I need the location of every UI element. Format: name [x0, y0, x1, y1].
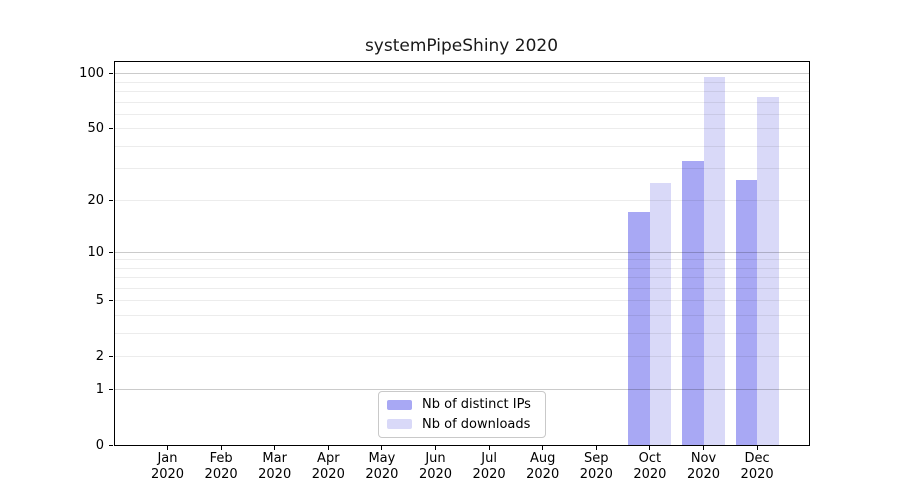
legend: Nb of distinct IPs Nb of downloads	[378, 391, 546, 438]
chart-title: systemPipeShiny 2020	[364, 36, 559, 56]
x-tick-year: 2020	[686, 466, 721, 482]
legend-entry-downloads: Nb of downloads	[387, 415, 537, 435]
minor-gridline	[114, 259, 809, 261]
minor-gridline	[114, 267, 809, 269]
y-tick-mark	[108, 128, 113, 130]
x-tick-month: Jul	[481, 451, 497, 466]
minor-gridline	[114, 128, 809, 130]
x-tick-month: Jun	[425, 451, 446, 466]
x-tick-month: Jan	[157, 451, 178, 466]
x-tick-mark	[542, 445, 544, 450]
x-tick-mark	[703, 445, 704, 450]
y-tick-mark	[108, 300, 113, 302]
legend-swatch-downloads	[387, 419, 412, 430]
x-tick-mark	[381, 445, 383, 450]
minor-gridline	[114, 81, 809, 83]
x-tick-year: 2020	[204, 466, 238, 482]
x-tick-month: Nov	[690, 451, 717, 466]
x-tick-label: Sep 2020	[564, 451, 628, 482]
x-tick-mark	[488, 445, 490, 450]
x-tick-month: Apr	[317, 451, 340, 466]
y-tick-mark	[108, 199, 113, 201]
minor-gridline	[114, 113, 809, 115]
minor-gridline	[114, 199, 809, 201]
minor-gridline	[114, 145, 809, 147]
y-tick-mark	[108, 388, 113, 390]
x-tick-year: 2020	[311, 466, 345, 482]
y-tick-label: 5	[95, 293, 104, 309]
y-tick-label: 1	[95, 381, 104, 397]
x-tick-label: Oct 2020	[618, 451, 682, 482]
x-tick-year: 2020	[150, 466, 185, 482]
bar-dec-downloads	[757, 96, 779, 445]
legend-swatch-distinct-ips	[387, 399, 412, 410]
x-tick-year: 2020	[418, 466, 453, 482]
x-tick-label: Aug 2020	[511, 451, 575, 482]
bar-oct-downloads	[649, 182, 672, 445]
minor-gridline	[114, 277, 809, 279]
x-tick-mark	[435, 445, 436, 450]
minor-gridline	[114, 101, 809, 103]
x-tick-mark	[649, 445, 651, 450]
x-tick-label: May 2020	[350, 451, 414, 482]
x-tick-year: 2020	[740, 466, 774, 482]
legend-label-distinct-ips: Nb of distinct IPs	[422, 397, 531, 413]
x-tick-label: Jun 2020	[404, 451, 468, 482]
x-tick-mark	[327, 445, 329, 450]
minor-gridline	[114, 90, 809, 92]
minor-gridline	[114, 315, 809, 316]
x-tick-label: Dec 2020	[725, 451, 789, 482]
y-tick-mark	[108, 251, 113, 253]
x-tick-month: Sep	[584, 451, 609, 466]
x-tick-mark	[220, 445, 222, 450]
x-tick-mark	[756, 445, 758, 450]
y-tick-label: 2	[95, 349, 104, 365]
minor-gridline	[114, 300, 809, 302]
x-tick-year: 2020	[526, 466, 560, 482]
y-tick-label: 50	[87, 121, 104, 137]
legend-entry-distinct-ips: Nb of distinct IPs	[387, 395, 537, 415]
x-tick-mark	[595, 445, 597, 450]
x-tick-month: Dec	[744, 451, 770, 466]
minor-gridline	[114, 356, 809, 358]
y-tick-mark	[108, 73, 113, 75]
x-tick-label: Nov 2020	[672, 451, 736, 482]
y-tick-label: 100	[79, 66, 104, 82]
minor-gridline	[114, 287, 809, 289]
x-tick-month: Feb	[209, 451, 233, 466]
x-tick-mark	[274, 445, 276, 450]
x-tick-month: May	[368, 451, 396, 466]
y-tick-label: 10	[87, 244, 104, 260]
minor-gridline	[114, 332, 809, 334]
x-tick-label: Jan 2020	[136, 451, 200, 482]
x-tick-year: 2020	[365, 466, 399, 482]
minor-gridline	[114, 168, 809, 170]
x-tick-label: Jul 2020	[457, 451, 521, 482]
bar-dec-distinct-ips	[735, 179, 758, 445]
x-tick-label: Apr 2020	[296, 451, 360, 482]
x-tick-year: 2020	[258, 466, 292, 482]
bar-nov-downloads	[703, 76, 725, 445]
x-tick-month: Mar	[262, 451, 287, 466]
y-tick-label: 0	[95, 437, 104, 453]
y-tick-mark	[108, 356, 113, 358]
x-tick-month: Oct	[638, 451, 662, 466]
x-tick-year: 2020	[579, 466, 613, 482]
x-tick-year: 2020	[472, 466, 506, 482]
bar-nov-distinct-ips	[682, 161, 704, 445]
y-tick-label: 20	[87, 192, 104, 208]
x-tick-label: Mar 2020	[243, 451, 307, 482]
legend-label-downloads: Nb of downloads	[422, 416, 531, 432]
major-gridline	[114, 251, 809, 253]
major-gridline	[114, 388, 809, 390]
major-gridline	[114, 73, 809, 75]
x-tick-month: Aug	[529, 451, 556, 466]
x-tick-label: Feb 2020	[189, 451, 253, 482]
bar-oct-distinct-ips	[628, 212, 650, 445]
x-tick-mark	[167, 445, 168, 450]
x-tick-year: 2020	[633, 466, 667, 482]
y-tick-mark	[108, 444, 113, 446]
